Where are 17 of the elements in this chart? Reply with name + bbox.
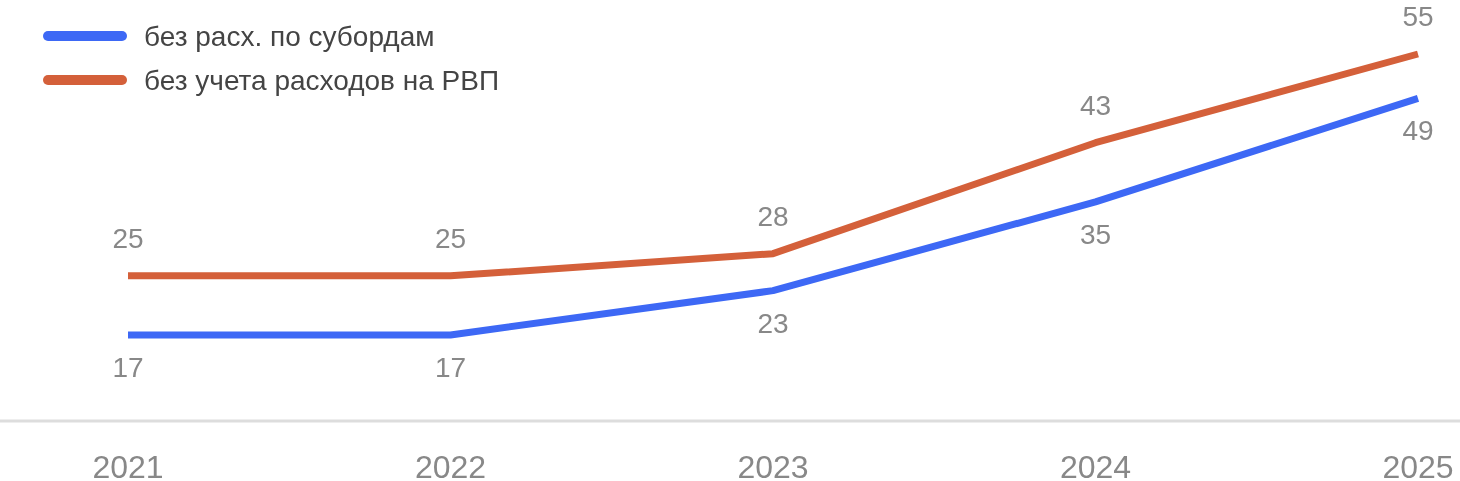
data-label: 49 — [1402, 115, 1434, 147]
x-tick-label: 2022 — [414, 449, 487, 481]
data-label: 25 — [434, 222, 467, 254]
data-label: 35 — [1079, 218, 1112, 250]
data-label: 23 — [757, 307, 789, 339]
x-tick-label: 2025 — [1382, 449, 1454, 481]
x-tick-label: 2021 — [92, 449, 164, 481]
data-label: 43 — [1079, 89, 1112, 121]
data-label: 55 — [1402, 1, 1434, 32]
data-label: 28 — [757, 200, 789, 232]
data-label: 17 — [434, 352, 467, 383]
legend-label: без учета расходов на РВП — [144, 65, 500, 96]
data-label: 25 — [112, 222, 144, 254]
legend-label: без расх. по субордам — [144, 21, 435, 52]
x-tick-label: 2023 — [737, 449, 809, 481]
x-tick-label: 2024 — [1059, 449, 1132, 481]
data-label: 17 — [112, 352, 144, 383]
